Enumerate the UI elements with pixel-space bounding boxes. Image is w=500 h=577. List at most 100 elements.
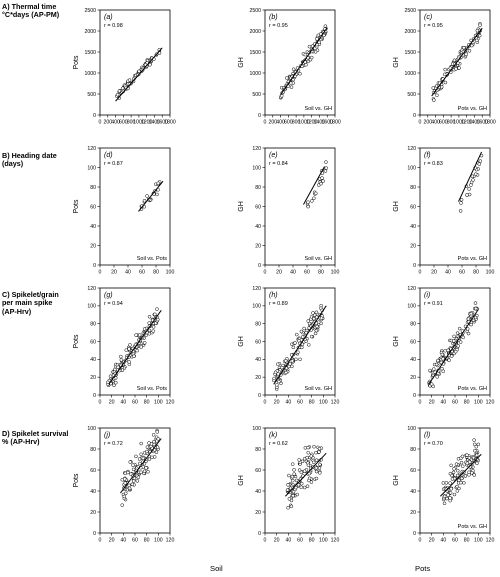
data-point <box>453 349 458 354</box>
y-tick-label: 500 <box>87 92 96 98</box>
data-point <box>142 469 147 474</box>
data-point <box>317 446 322 451</box>
comparison-label: Soil vs. GH <box>304 256 332 262</box>
y-tick-label: 80 <box>255 185 261 191</box>
data-point <box>131 463 135 467</box>
data-point <box>446 493 450 497</box>
panel-letter: (h) <box>269 292 278 299</box>
y-tick-label: 20 <box>410 243 416 249</box>
x-tick-label: 60 <box>304 270 310 276</box>
data-point <box>294 332 299 337</box>
x-tick-label: 1000 <box>298 120 310 126</box>
data-point <box>152 439 156 444</box>
y-tick-label: 100 <box>87 426 96 432</box>
x-tick-label: 0 <box>264 120 267 126</box>
data-point <box>305 484 310 489</box>
y-tick-label: 0 <box>413 531 416 537</box>
y-tick-label: 40 <box>255 489 261 495</box>
data-point <box>292 468 296 472</box>
y-tick-label: 40 <box>255 357 261 363</box>
data-point <box>314 458 319 462</box>
data-point <box>443 348 447 353</box>
data-point <box>142 198 147 203</box>
data-point <box>155 430 160 434</box>
x-tick-label: 80 <box>318 270 324 276</box>
data-point <box>290 462 295 466</box>
x-tick-label: 1400 <box>469 120 481 126</box>
y-axis-label: GH <box>393 336 400 347</box>
data-point <box>303 52 308 57</box>
data-point <box>273 370 278 375</box>
data-point <box>452 492 457 497</box>
x-tick-label: 400 <box>111 120 120 126</box>
data-point <box>324 160 328 164</box>
data-point <box>124 348 129 352</box>
data-point <box>289 85 294 89</box>
data-point <box>151 325 156 329</box>
data-point <box>272 376 276 381</box>
data-point <box>290 474 295 479</box>
row-label-b: B) Heading date (days) <box>2 151 57 169</box>
r-value: r = 0.94 <box>104 301 123 307</box>
x-tick-label: 600 <box>284 120 293 126</box>
data-point <box>472 473 477 477</box>
x-tick-label: 20 <box>109 538 115 544</box>
data-point <box>139 452 143 457</box>
x-tick-label: 60 <box>459 270 465 276</box>
y-axis-label: Pots <box>73 473 80 488</box>
regression-line <box>303 166 325 205</box>
y-tick-label: 2500 <box>84 8 96 14</box>
x-tick-label: 120 <box>166 538 175 544</box>
panel-letter: (b) <box>269 14 278 21</box>
panel-e: 0 20 40 60 80 100 0 20 40 60 80 100 120 GH (e) r = 0.84… <box>238 146 339 276</box>
data-point <box>309 334 314 339</box>
x-tick-label: 0 <box>419 120 422 126</box>
y-tick-label: 120 <box>407 286 416 292</box>
data-point <box>145 445 150 449</box>
y-axis-label: GH <box>238 57 245 68</box>
data-point <box>323 169 328 173</box>
data-point <box>434 362 439 367</box>
x-tick-label: 60 <box>452 400 458 406</box>
x-tick-label: 0 <box>99 270 102 276</box>
data-point <box>312 316 316 321</box>
x-tick-label: 60 <box>139 270 145 276</box>
data-point <box>306 343 311 347</box>
data-point <box>316 320 321 324</box>
data-point <box>471 455 476 460</box>
data-point <box>473 448 477 453</box>
data-point <box>436 358 440 363</box>
x-tick-label: 1600 <box>476 120 488 126</box>
y-axis-label: GH <box>238 336 245 347</box>
x-tick-label: 80 <box>473 270 479 276</box>
data-point <box>318 462 322 467</box>
data-point <box>455 331 460 335</box>
x-tick-label: 100 <box>154 538 163 544</box>
data-point <box>141 456 145 461</box>
data-point <box>449 463 453 468</box>
y-tick-label: 80 <box>410 321 416 327</box>
regression-line <box>440 453 482 497</box>
data-point <box>454 462 459 466</box>
y-tick-label: 80 <box>410 447 416 453</box>
data-point <box>305 455 309 460</box>
data-point <box>306 463 311 468</box>
data-point <box>151 329 156 333</box>
data-point <box>452 467 456 471</box>
y-tick-label: 0 <box>413 393 416 399</box>
data-point <box>299 470 304 475</box>
y-tick-label: 100 <box>407 426 416 432</box>
data-point <box>467 187 471 191</box>
x-tick-label: 40 <box>120 400 126 406</box>
data-point <box>467 460 472 464</box>
y-axis-label: GH <box>238 201 245 212</box>
y-tick-label: 40 <box>410 224 416 230</box>
data-point <box>127 483 131 488</box>
panel-c: 0 200 400 600 800100012001400160018000500100… <box>393 8 496 126</box>
regression-line <box>115 47 163 102</box>
comparison-label: Soil vs. GH <box>304 106 332 112</box>
data-point <box>462 45 466 50</box>
data-point <box>156 181 160 186</box>
